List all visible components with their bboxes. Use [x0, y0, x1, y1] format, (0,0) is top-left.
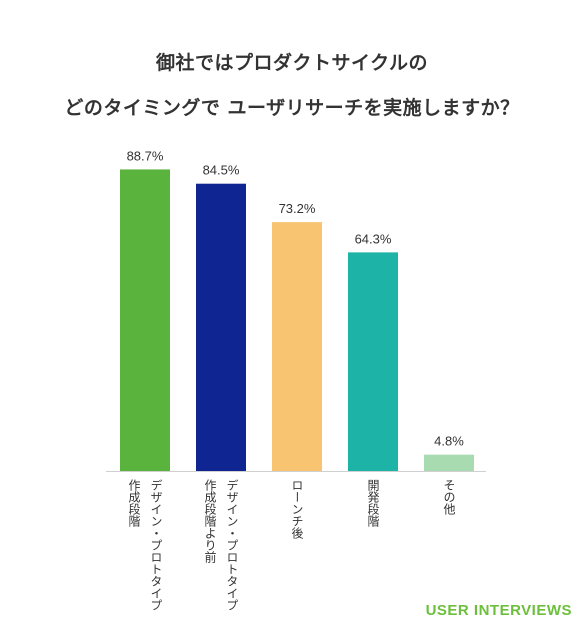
- category-label-1-line-1: デザイン・プロトタイプ: [149, 479, 163, 611]
- bar-1: [120, 169, 170, 472]
- value-label-3: 73.2%: [279, 201, 316, 216]
- bar-2: [196, 183, 246, 471]
- bar-5: [424, 454, 474, 471]
- value-label-4: 64.3%: [355, 231, 392, 246]
- bar-3: [272, 222, 322, 471]
- category-label-1-line-2: 作成段階: [127, 479, 141, 528]
- value-label-5: 4.8%: [434, 434, 464, 449]
- value-label-1: 88.7%: [127, 148, 164, 163]
- bar-4: [348, 252, 398, 471]
- category-label-2-line-2: 作成段階より前: [203, 479, 217, 563]
- category-label-2-line-1: デザイン・プロトタイプ: [225, 479, 239, 611]
- category-label-5-line-1: その他: [442, 479, 456, 515]
- chart-title-line-1: 御社ではプロダクトサイクルの: [155, 52, 429, 74]
- value-label-2: 84.5%: [203, 163, 240, 178]
- category-label-4-line-1: 開発段階: [366, 479, 380, 528]
- brand-logo-text: USER INTERVIEWS: [425, 602, 572, 619]
- category-label-3-line-1: ローンチ後: [290, 479, 304, 539]
- chart-title-line-2: どのタイミングで ユーザリサーチを実施しますか？: [64, 97, 520, 119]
